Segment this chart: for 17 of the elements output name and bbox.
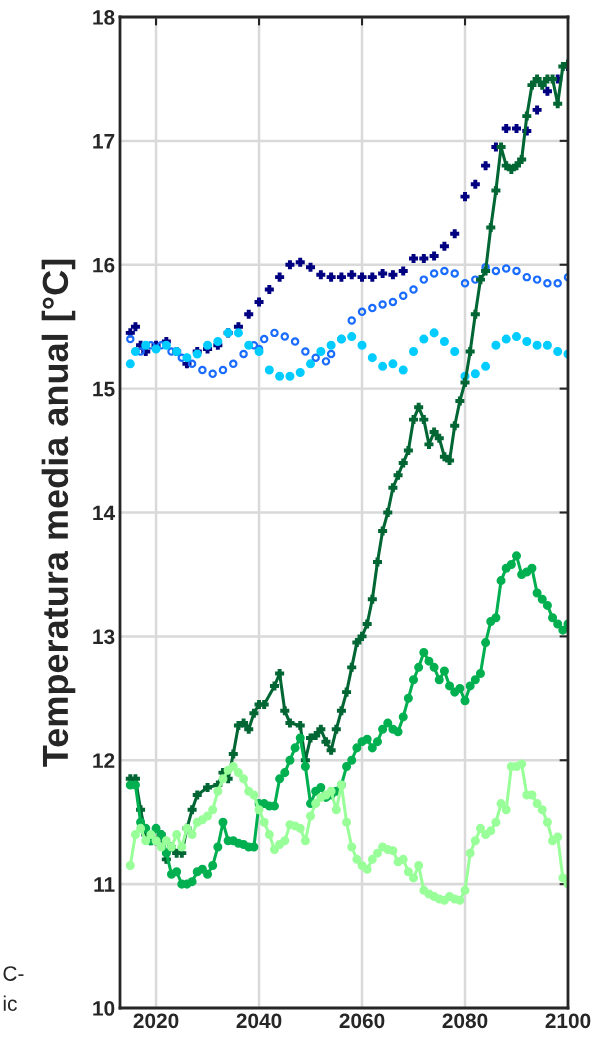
x-tick-label: 2020 xyxy=(133,1013,179,1029)
y-tick-label: 16 xyxy=(93,257,115,273)
text: C- xyxy=(3,966,24,981)
y-tick-label: 10 xyxy=(93,1001,115,1016)
x-tick-label: 2100 xyxy=(545,1013,591,1029)
x-tick-label: 2060 xyxy=(339,1013,385,1029)
text: ic xyxy=(3,995,17,1011)
x-tick-label: 2040 xyxy=(236,1013,282,1029)
y-tick-label: 12 xyxy=(93,753,115,768)
y-tick-label: 15 xyxy=(93,381,115,397)
y-axis-title: Temperatura media anual [°C] xyxy=(41,259,76,767)
y-tick-label: 18 xyxy=(93,10,115,25)
x-tick-label: 2080 xyxy=(442,1013,488,1029)
y-tick-label: 11 xyxy=(94,877,115,892)
y-tick-label: 13 xyxy=(93,629,115,645)
y-tick-label: 14 xyxy=(93,505,116,521)
y-tick-label: 17 xyxy=(93,134,115,149)
